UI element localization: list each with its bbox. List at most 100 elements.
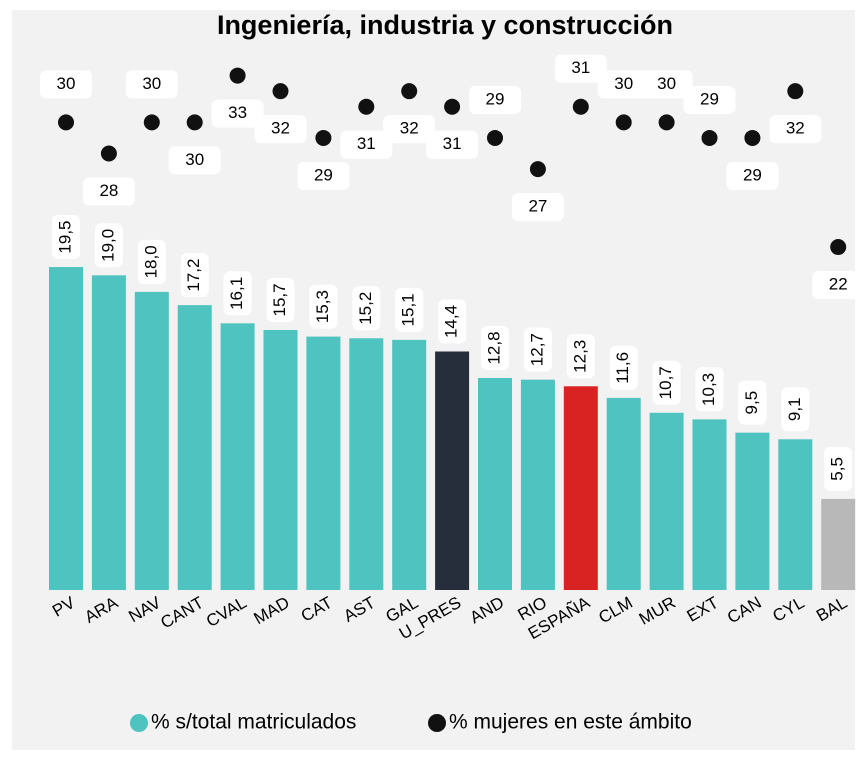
bar-label-box bbox=[781, 387, 810, 432]
bar-label-box bbox=[738, 380, 767, 425]
dot-label: 31 bbox=[357, 134, 376, 153]
dot-label-box bbox=[168, 146, 221, 175]
bar-label-box bbox=[352, 286, 381, 331]
dot-label-box bbox=[40, 70, 92, 99]
bar bbox=[435, 351, 470, 590]
bar-label: 10,3 bbox=[699, 373, 718, 406]
dot-label: 27 bbox=[528, 197, 547, 216]
dot-label: 33 bbox=[228, 103, 247, 122]
bar bbox=[263, 329, 298, 590]
bar bbox=[563, 386, 598, 590]
bar bbox=[649, 412, 684, 590]
dot-label: 28 bbox=[99, 181, 118, 200]
bar-label: 14,4 bbox=[442, 305, 461, 338]
dot bbox=[315, 129, 332, 146]
dot bbox=[143, 114, 160, 131]
legend-label: % s/total matriculados bbox=[151, 711, 356, 734]
dot-label: 30 bbox=[142, 74, 161, 93]
bar-label: 12,8 bbox=[484, 331, 503, 364]
bar-label: 18,0 bbox=[141, 245, 160, 278]
bar bbox=[134, 291, 169, 590]
dot bbox=[229, 67, 246, 84]
bar-label-box bbox=[52, 215, 80, 260]
bar-label-box bbox=[609, 345, 638, 390]
bar bbox=[220, 323, 255, 590]
dot bbox=[444, 98, 461, 115]
dot-label-box bbox=[769, 115, 822, 144]
bar-label-box bbox=[94, 223, 123, 268]
bar-label: 16,1 bbox=[227, 277, 246, 310]
dot-label-box bbox=[554, 54, 607, 83]
dot-label: 30 bbox=[57, 74, 76, 93]
bar-label-box bbox=[266, 277, 295, 322]
dot bbox=[358, 98, 375, 115]
legend-swatch bbox=[428, 714, 446, 732]
dot-label-box bbox=[383, 115, 436, 144]
dot bbox=[701, 129, 718, 146]
dot-label: 29 bbox=[700, 89, 719, 108]
bar-label-box bbox=[395, 287, 424, 332]
bar-label: 15,2 bbox=[356, 292, 375, 325]
dot bbox=[100, 145, 117, 162]
dot bbox=[787, 83, 804, 100]
bar bbox=[306, 336, 341, 590]
bar bbox=[735, 432, 770, 590]
bar bbox=[606, 397, 641, 590]
dot bbox=[658, 114, 675, 131]
dot-label: 30 bbox=[657, 74, 676, 93]
bar-label-box bbox=[223, 271, 252, 316]
dot bbox=[830, 239, 847, 256]
dot-label-box bbox=[426, 130, 479, 159]
dot-label: 32 bbox=[400, 119, 419, 138]
dot-label: 29 bbox=[743, 165, 762, 184]
bar bbox=[349, 338, 384, 590]
bar bbox=[49, 267, 83, 590]
dot-label-box bbox=[511, 193, 564, 222]
bar bbox=[520, 379, 555, 590]
dot-label-box bbox=[597, 70, 650, 99]
bar bbox=[177, 305, 212, 590]
dot-label: 22 bbox=[829, 275, 848, 294]
bar bbox=[692, 419, 727, 590]
dot-label: 29 bbox=[314, 165, 333, 184]
dot-label: 30 bbox=[614, 74, 633, 93]
dot-label: 32 bbox=[271, 119, 290, 138]
bar bbox=[778, 439, 813, 590]
dot-label-box bbox=[469, 85, 521, 114]
bar bbox=[392, 339, 427, 590]
dot-label-box bbox=[340, 130, 393, 159]
bar-label: 10,7 bbox=[656, 366, 675, 399]
dot-label: 32 bbox=[786, 119, 805, 138]
dot bbox=[529, 161, 546, 178]
dot-label-box bbox=[640, 70, 693, 99]
dot-label: 31 bbox=[443, 134, 462, 153]
bar-label: 11,6 bbox=[613, 352, 632, 384]
dot-label: 29 bbox=[486, 89, 505, 108]
dot-label-box bbox=[125, 70, 178, 99]
bar-label-box bbox=[695, 367, 724, 412]
bar-label-box bbox=[438, 299, 467, 344]
dot-label: 30 bbox=[185, 150, 204, 169]
bar-label-box bbox=[180, 253, 209, 298]
bar-label-box bbox=[824, 446, 853, 491]
bar-label: 19,5 bbox=[55, 220, 74, 253]
dot-label-box bbox=[254, 115, 307, 144]
dot bbox=[58, 114, 74, 131]
dot bbox=[487, 129, 503, 146]
bar-label: 19,0 bbox=[98, 229, 117, 262]
bar-label: 17,2 bbox=[184, 259, 203, 292]
bar-label-box bbox=[137, 239, 166, 284]
dot-label: 31 bbox=[571, 58, 590, 77]
bar bbox=[91, 275, 126, 590]
dot-label-box bbox=[82, 177, 135, 206]
dot-label-box bbox=[812, 271, 865, 300]
dot-label-box bbox=[683, 85, 736, 114]
dot-label-box bbox=[211, 99, 264, 128]
bar-label-box bbox=[523, 327, 552, 372]
bar-label: 5,5 bbox=[828, 457, 847, 481]
bar-label-box bbox=[652, 360, 681, 405]
dot bbox=[572, 98, 589, 115]
bar-label-box bbox=[481, 326, 509, 370]
bar-label: 15,3 bbox=[313, 290, 332, 323]
bar-label-box bbox=[566, 334, 595, 379]
